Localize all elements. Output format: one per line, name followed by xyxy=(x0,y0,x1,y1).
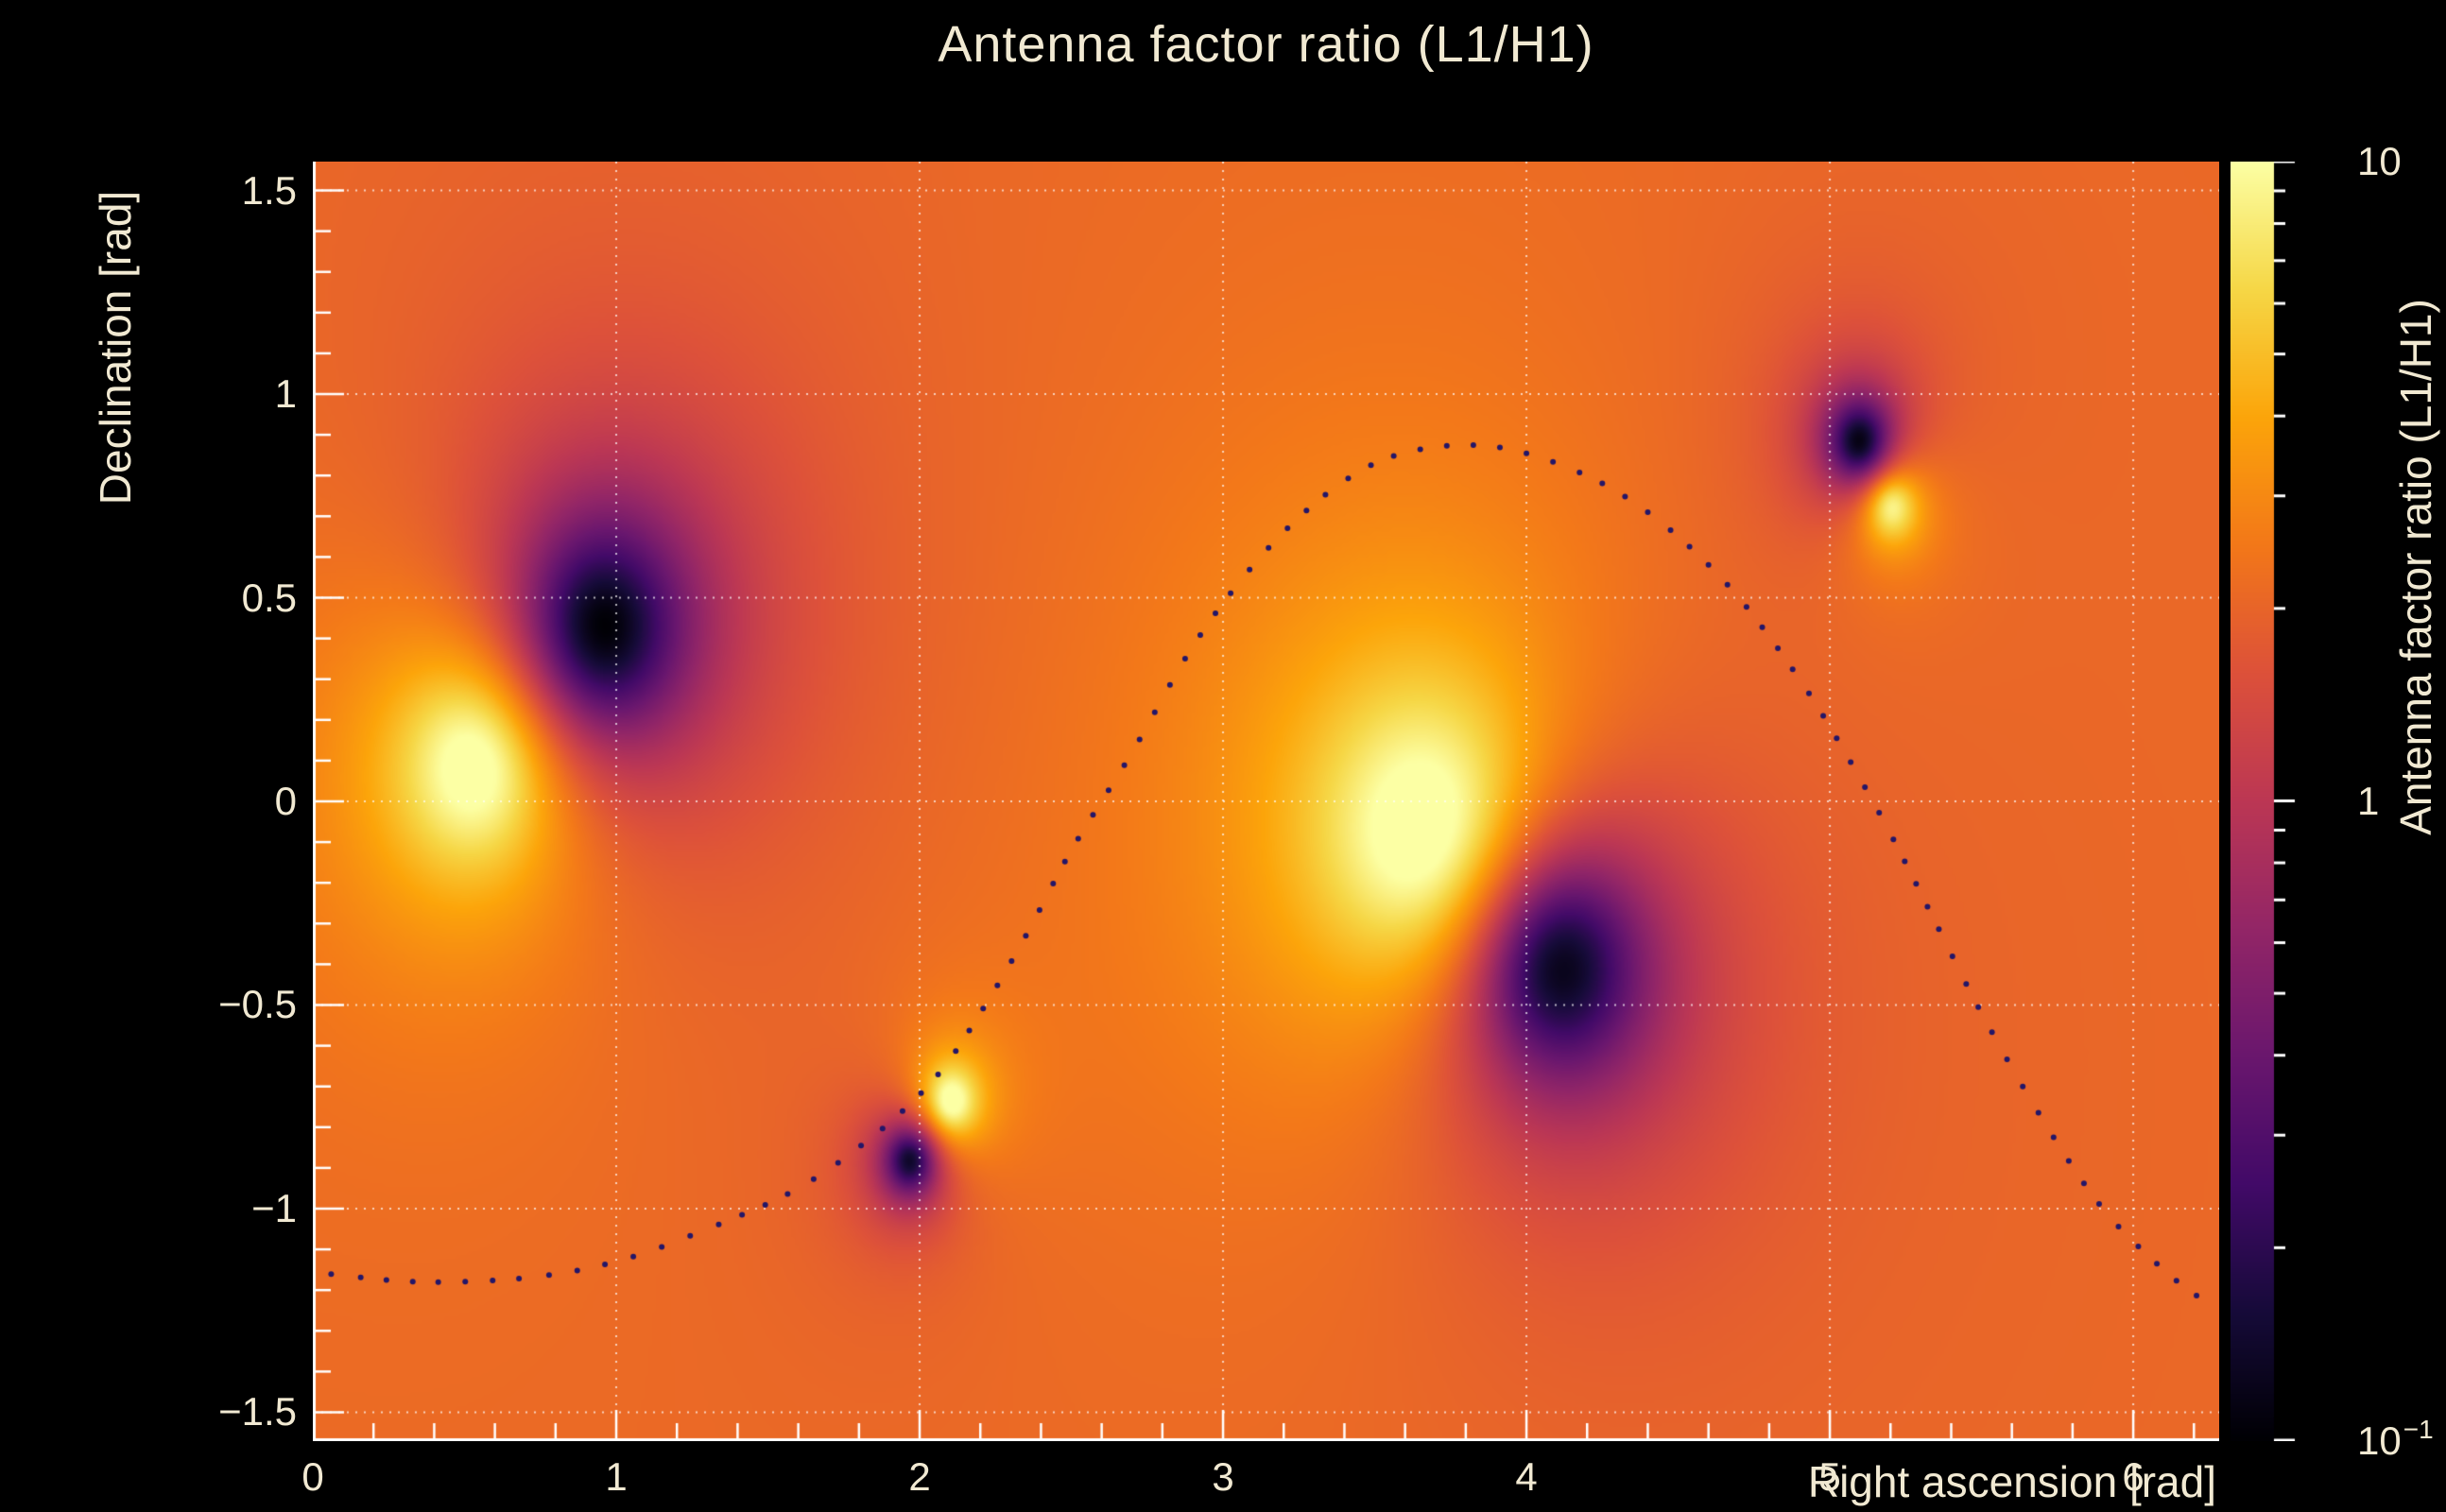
y-axis-title: Declination [rad] xyxy=(91,190,140,506)
y-tick-label: 1.5 xyxy=(241,167,297,213)
y-tick-label: −1 xyxy=(251,1185,297,1230)
y-tick-label: 0 xyxy=(274,779,297,823)
y-tick-label: −1.5 xyxy=(218,1389,297,1435)
x-axis-title: Right ascension [rad] xyxy=(1807,1457,2216,1506)
x-tick-label: 1 xyxy=(605,1454,628,1499)
z-tick-label: 10 xyxy=(2357,139,2402,183)
x-tick-label: 2 xyxy=(908,1454,931,1499)
exponent: −1 xyxy=(2403,1415,2434,1444)
z-tick-label: 10−1 xyxy=(2357,1415,2434,1463)
colorbar-title: Antenna factor ratio (L1/H1) xyxy=(2391,299,2440,835)
x-tick-label: 3 xyxy=(1212,1454,1234,1499)
y-tick-label: 1 xyxy=(274,371,297,416)
y-tick-label: −0.5 xyxy=(218,982,297,1027)
y-tick-label: 0.5 xyxy=(241,575,297,620)
x-tick-label: 6 xyxy=(2122,1454,2145,1499)
colorbar xyxy=(2231,162,2306,1441)
chart-title: Antenna factor ratio (L1/H1) xyxy=(938,16,1594,73)
z-tick-label: 1 xyxy=(2357,779,2380,823)
x-tick-label: 4 xyxy=(1515,1454,1538,1499)
x-tick-label: 5 xyxy=(1818,1454,1841,1499)
x-tick-label: 0 xyxy=(301,1454,324,1499)
heatmap-plot-area xyxy=(313,162,2219,1441)
